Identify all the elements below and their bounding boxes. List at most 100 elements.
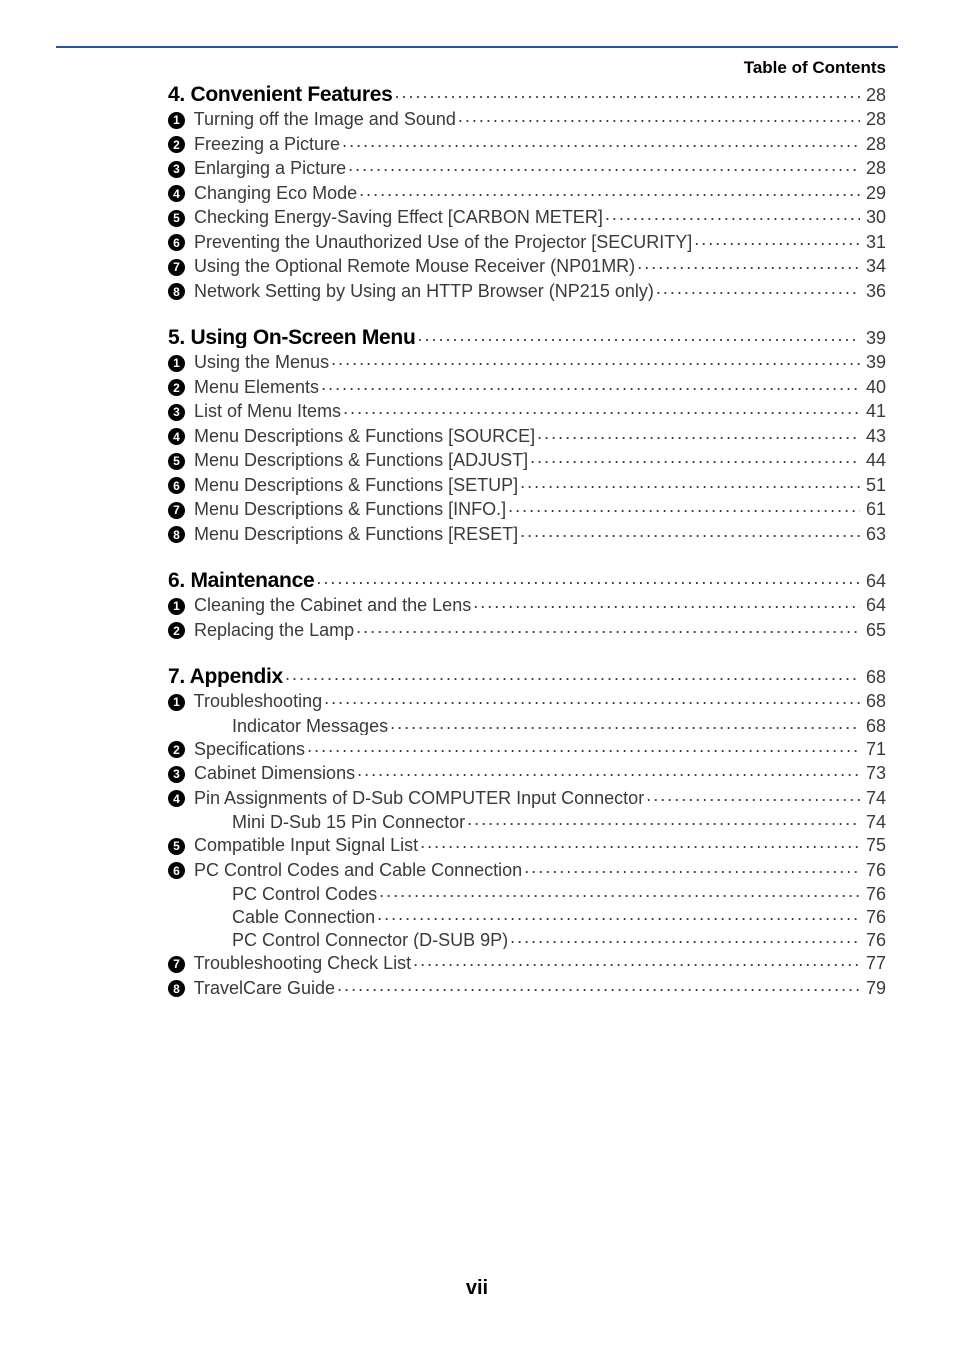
leader-dots [413, 953, 860, 969]
toc-item-text: Network Setting by Using an HTTP Browser… [189, 281, 654, 301]
leader-dots [467, 812, 860, 828]
toc-item-page: 28 [862, 159, 886, 177]
leader-dots [343, 401, 860, 417]
toc-item-row: 6 PC Control Codes and Cable Connection … [168, 860, 886, 881]
toc-item-page: 40 [862, 378, 886, 396]
number-bullet-icon: 6 [168, 234, 185, 251]
toc-item-row: 8 TravelCare Guide 79 [168, 978, 886, 999]
toc-item-text: List of Menu Items [189, 401, 341, 421]
leader-dots [337, 978, 860, 994]
number-bullet-icon: 2 [168, 622, 185, 639]
toc-item-page: 34 [862, 257, 886, 275]
toc-item-text: Menu Elements [189, 377, 319, 397]
toc-item-label: 8 Network Setting by Using an HTTP Brows… [168, 282, 654, 302]
toc-subitem-row: Cable Connection76 [168, 907, 886, 926]
leader-dots [324, 691, 860, 707]
toc-item-row: 5 Menu Descriptions & Functions [ADJUST]… [168, 450, 886, 471]
toc-item-row: 8 Menu Descriptions & Functions [RESET] … [168, 524, 886, 545]
toc-item-text: Turning off the Image and Sound [189, 109, 456, 129]
toc-item-label: 1 Cleaning the Cabinet and the Lens [168, 596, 471, 616]
leader-dots [417, 328, 859, 344]
leader-dots [637, 256, 860, 272]
toc-item-label: 2 Freezing a Picture [168, 135, 340, 155]
leader-dots [520, 475, 860, 491]
toc-item-label: 6 Preventing the Unauthorized Use of the… [168, 233, 692, 253]
toc-item-label: 4 Menu Descriptions & Functions [SOURCE] [168, 427, 535, 447]
toc-heading-label: 6. Maintenance [168, 570, 314, 591]
leader-dots [524, 860, 860, 876]
leader-dots [473, 595, 860, 611]
number-bullet-icon: 7 [168, 502, 185, 519]
toc-item-row: 8 Network Setting by Using an HTTP Brows… [168, 281, 886, 302]
toc-item-page: 64 [862, 596, 886, 614]
leader-dots [420, 835, 860, 851]
toc-item-label: 2 Specifications [168, 740, 305, 760]
toc-item-text: Menu Descriptions & Functions [ADJUST] [189, 450, 528, 470]
toc-item-label: 5 Checking Energy-Saving Effect [CARBON … [168, 208, 603, 228]
toc-item-text: Replacing the Lamp [189, 620, 354, 640]
toc-item-page: 61 [862, 500, 886, 518]
toc-heading-row: 6. Maintenance 64 [168, 570, 886, 591]
toc-item-page: 30 [862, 208, 886, 226]
toc-item-text: Using the Menus [189, 352, 329, 372]
toc-subitem-row: Mini D-Sub 15 Pin Connector 74 [168, 812, 886, 831]
toc-item-page: 74 [862, 789, 886, 807]
toc-subitem-page: 74 [862, 813, 886, 831]
toc-item-row: 3 Enlarging a Picture 28 [168, 158, 886, 179]
toc-item-label: 6 PC Control Codes and Cable Connection [168, 861, 522, 881]
leader-dots [510, 930, 860, 946]
number-bullet-icon: 2 [168, 136, 185, 153]
toc-subitem-page: 68 [862, 717, 886, 735]
number-bullet-icon: 4 [168, 185, 185, 202]
leader-dots [379, 884, 860, 900]
leader-dots [348, 158, 860, 174]
toc-item-page: 36 [862, 282, 886, 300]
toc-subitem-row: PC Control Codes76 [168, 884, 886, 903]
toc-item-text: Cabinet Dimensions [189, 763, 355, 783]
toc-item-text: Checking Energy-Saving Effect [CARBON ME… [189, 207, 603, 227]
toc-item-text: Cleaning the Cabinet and the Lens [189, 595, 471, 615]
toc-item-row: 1 Cleaning the Cabinet and the Lens 64 [168, 595, 886, 616]
toc-item-label: 1 Using the Menus [168, 353, 329, 373]
number-bullet-icon: 1 [168, 694, 185, 711]
toc-item-label: 8 TravelCare Guide [168, 979, 335, 999]
toc-item-page: 31 [862, 233, 886, 251]
toc-item-text: Pin Assignments of D-Sub COMPUTER Input … [189, 788, 644, 808]
toc-item-row: 3 Cabinet Dimensions 73 [168, 763, 886, 784]
number-bullet-icon: 8 [168, 283, 185, 300]
toc-item-row: 4 Pin Assignments of D-Sub COMPUTER Inpu… [168, 788, 886, 809]
toc-heading-page: 68 [862, 668, 886, 686]
leader-dots [458, 109, 860, 125]
toc-heading-page: 64 [862, 572, 886, 590]
toc-item-row: 7 Using the Optional Remote Mouse Receiv… [168, 256, 886, 277]
toc-subitem-label: Mini D-Sub 15 Pin Connector [232, 813, 465, 831]
toc-subitem-label: Cable Connection [232, 908, 375, 926]
number-bullet-icon: 1 [168, 112, 185, 129]
number-bullet-icon: 3 [168, 404, 185, 421]
toc-item-label: 7 Using the Optional Remote Mouse Receiv… [168, 257, 635, 277]
toc-item-row: 2 Replacing the Lamp 65 [168, 620, 886, 641]
toc-subitem-page: 76 [862, 931, 886, 949]
toc-item-label: 2 Menu Elements [168, 378, 319, 398]
number-bullet-icon: 6 [168, 477, 185, 494]
toc-heading-row: 4. Convenient Features28 [168, 84, 886, 105]
toc-item-label: 6 Menu Descriptions & Functions [SETUP] [168, 476, 518, 496]
leader-dots [530, 450, 860, 466]
toc-heading-page: 39 [862, 329, 886, 347]
leader-dots [646, 788, 860, 804]
toc-item-label: 5 Compatible Input Signal List [168, 836, 418, 856]
number-bullet-icon: 5 [168, 210, 185, 227]
toc-item-row: 7 Menu Descriptions & Functions [INFO.] … [168, 499, 886, 520]
toc-item-page: 65 [862, 621, 886, 639]
number-bullet-icon: 2 [168, 379, 185, 396]
leader-dots [316, 571, 860, 587]
number-bullet-icon: 7 [168, 956, 185, 973]
toc-item-page: 75 [862, 836, 886, 854]
toc-heading-page: 28 [862, 86, 886, 104]
top-rule [56, 46, 898, 48]
toc-item-text: Troubleshooting [189, 691, 322, 711]
toc-subitem-row: Indicator Messages68 [168, 716, 886, 735]
toc-item-page: 39 [862, 353, 886, 371]
toc-item-label: 3 Cabinet Dimensions [168, 764, 355, 784]
toc-item-label: 1 Troubleshooting [168, 692, 322, 712]
